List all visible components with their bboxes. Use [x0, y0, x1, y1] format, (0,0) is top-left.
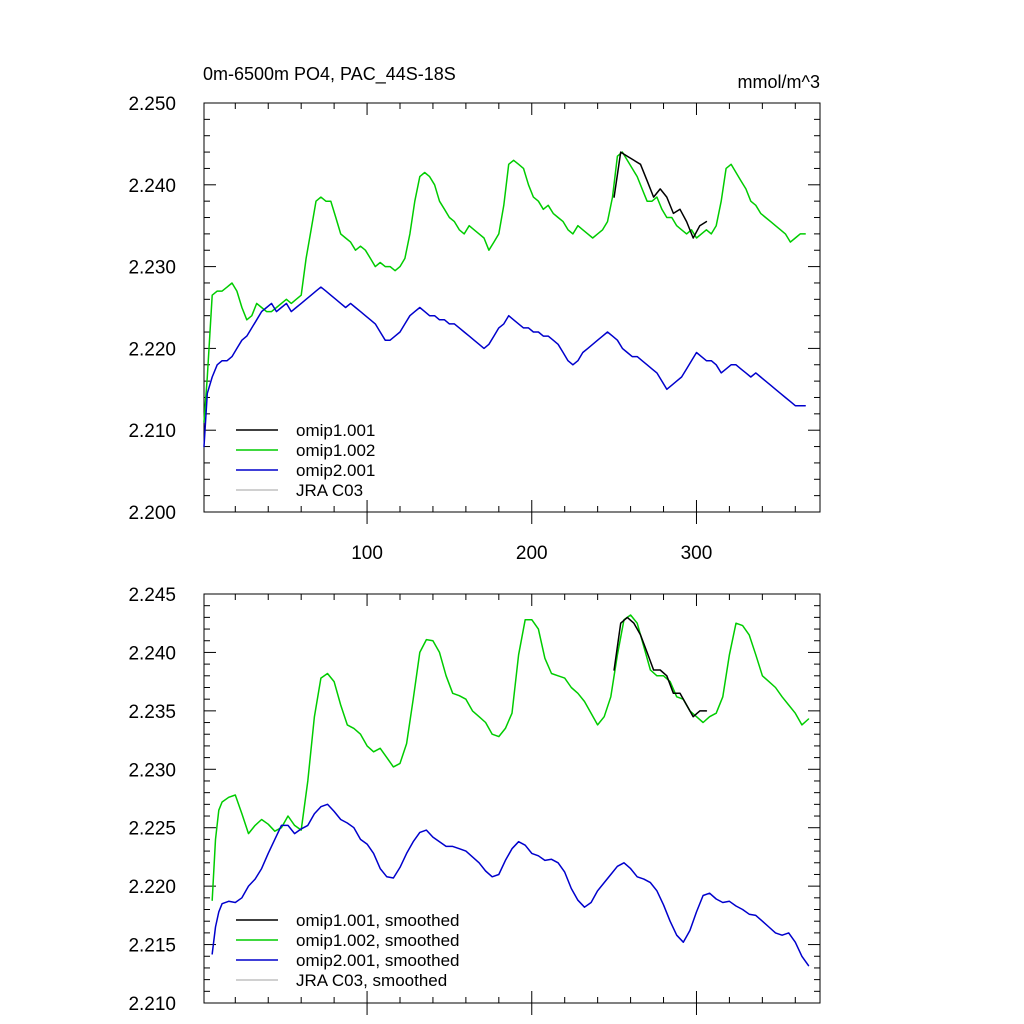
legend-label: omip1.001	[296, 421, 375, 440]
x-tick-label: 200	[516, 543, 548, 564]
x-tick-label: 100	[351, 543, 383, 564]
series-line-omip1-002	[203, 151, 806, 423]
y-tick-label: 2.225	[128, 819, 176, 840]
y-tick-label: 2.250	[128, 94, 176, 115]
y-tick-label: 2.210	[128, 994, 176, 1015]
y-tick-label: 2.210	[128, 421, 176, 442]
plot-frame	[203, 593, 821, 1004]
y-tick-label: 2.240	[128, 643, 176, 664]
legend-label: omip2.001	[296, 461, 375, 480]
y-tick-label: 2.215	[128, 936, 176, 957]
legend-label: omip1.002	[296, 441, 375, 460]
legend-label: omip1.002, smoothed	[296, 931, 460, 950]
bottom-panel: 2.210 2.215 2.220 2.225 2.230 2.235 2.240 2.245…	[128, 585, 821, 1015]
y-tick-label: 2.230	[128, 760, 176, 781]
x-tick-label: 300	[681, 543, 713, 564]
legend-label: JRA C03	[296, 481, 363, 500]
series-line-omip1-001-smoothed	[613, 616, 708, 718]
y-tick-label: 2.230	[128, 258, 176, 279]
y-tick-label: 2.220	[128, 339, 176, 360]
y-tick-label: 2.200	[128, 503, 176, 524]
units-label: mmol/m^3	[738, 72, 820, 92]
series-line-omip2-001	[203, 286, 806, 448]
series-line-omip1-001	[613, 151, 708, 239]
series-line-omip1-002-smoothed	[211, 614, 810, 901]
y-tick-label: 2.240	[128, 176, 176, 197]
y-tick-label: 2.220	[128, 877, 176, 898]
plot-frame	[203, 102, 821, 513]
series-line-omip2-001-smoothed	[211, 803, 810, 967]
legend-label: omip1.001, smoothed	[296, 911, 460, 930]
legend-label: omip2.001, smoothed	[296, 951, 460, 970]
top-panel: 2.200 2.210 2.220 2.230 2.240 2.250 100 200 300 o…	[128, 94, 821, 564]
chart-title: 0m-6500m PO4, PAC_44S-18S	[203, 64, 456, 85]
y-tick-label: 2.235	[128, 702, 176, 723]
y-tick-label: 2.245	[128, 585, 176, 606]
legend-label: JRA C03, smoothed	[296, 971, 447, 990]
